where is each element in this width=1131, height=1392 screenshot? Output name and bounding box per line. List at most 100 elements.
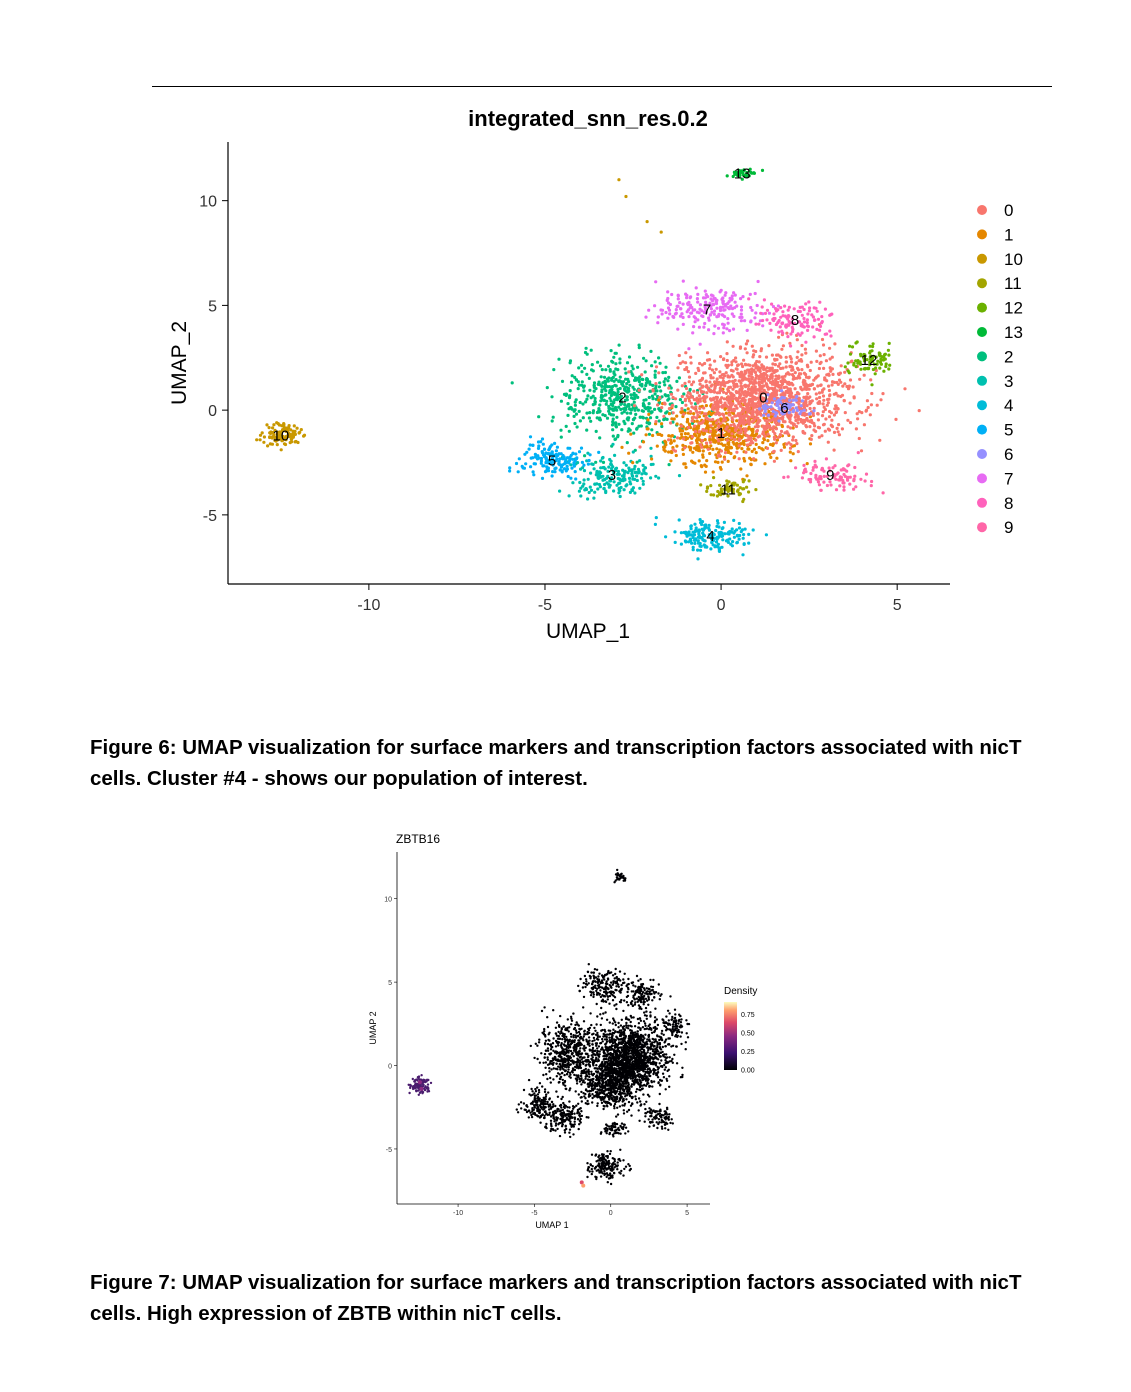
data-point [548, 1053, 552, 1056]
data-point [697, 311, 701, 315]
data-point [835, 426, 839, 430]
data-point [661, 371, 665, 375]
data-point [683, 367, 687, 372]
legend-label-10: 10 [1004, 250, 1023, 269]
data-point [563, 1119, 567, 1122]
data-point [648, 416, 653, 420]
data-point [711, 531, 715, 535]
data-point [799, 404, 803, 408]
data-point [538, 1097, 541, 1100]
data-point [872, 362, 876, 366]
data-point [725, 358, 729, 363]
data-point [764, 407, 768, 411]
data-point [716, 326, 721, 330]
data-point [634, 412, 638, 416]
data-point [711, 470, 715, 474]
data-point [771, 409, 775, 413]
data-point [862, 356, 866, 360]
data-point [796, 366, 800, 370]
data-point [653, 392, 657, 396]
data-point [654, 516, 658, 520]
data-point [539, 1105, 542, 1108]
data-point [532, 1108, 535, 1111]
data-point [799, 409, 803, 413]
data-point [575, 1031, 578, 1034]
data-point [836, 382, 840, 386]
data-point [697, 528, 701, 532]
data-point [822, 405, 826, 409]
data-point [868, 360, 872, 364]
data-point [546, 1016, 549, 1019]
data-point [576, 1034, 580, 1038]
data-point [866, 367, 871, 371]
data-point [821, 394, 826, 398]
data-point [275, 421, 279, 425]
data-point [815, 327, 819, 331]
data-point [610, 413, 614, 417]
data-point [637, 424, 641, 428]
data-point [540, 1101, 543, 1104]
data-point [633, 464, 637, 468]
data-point [572, 1012, 575, 1015]
data-point [579, 446, 584, 450]
data-point [704, 441, 709, 445]
data-point [765, 318, 769, 322]
data-point [719, 487, 723, 491]
data-point [749, 439, 754, 443]
data-point [534, 1094, 538, 1097]
data-point [786, 315, 790, 320]
data-point [726, 374, 730, 378]
data-point [816, 317, 821, 321]
data-point [572, 1133, 575, 1136]
data-point [582, 478, 586, 482]
data-point [663, 449, 667, 453]
data-point [680, 394, 684, 399]
data-point [592, 467, 596, 471]
data-point [837, 433, 842, 437]
data-point [693, 316, 698, 320]
data-point [584, 1077, 587, 1080]
data-point [761, 318, 765, 323]
data-point [563, 1106, 566, 1110]
data-point [746, 417, 751, 421]
data-point [714, 453, 718, 457]
data-point [725, 352, 729, 356]
data-point [833, 407, 837, 411]
data-point [527, 1116, 530, 1119]
data-point [645, 377, 649, 381]
data-point [571, 1039, 574, 1042]
data-point [746, 434, 750, 438]
data-point [590, 1172, 593, 1176]
data-point [620, 428, 624, 432]
data-point [841, 468, 845, 472]
data-point [597, 1155, 600, 1159]
data-point [654, 365, 659, 369]
data-point [775, 422, 779, 427]
legend-key-1 [977, 229, 987, 240]
data-point [800, 331, 804, 335]
data-point [641, 440, 646, 444]
data-point [771, 427, 775, 431]
data-point [779, 366, 783, 371]
data-point [622, 407, 626, 411]
chart-title: integrated_snn_res.0.2 [468, 106, 708, 131]
data-point [839, 364, 843, 368]
data-point [785, 331, 789, 335]
data-point [692, 538, 697, 542]
data-point [830, 355, 834, 359]
data-point [870, 391, 874, 396]
data-point [584, 1097, 587, 1100]
data-point [580, 1077, 583, 1080]
data-point [654, 420, 658, 424]
data-point [729, 542, 733, 546]
data-point [782, 396, 787, 400]
data-point [712, 430, 717, 434]
data-point [262, 435, 266, 439]
data-point [700, 385, 704, 389]
legend-label-4: 4 [1004, 396, 1013, 415]
data-point [762, 375, 766, 379]
data-point [604, 368, 608, 372]
data-point [572, 1049, 576, 1052]
data-point [553, 1120, 556, 1123]
data-point [745, 474, 749, 478]
